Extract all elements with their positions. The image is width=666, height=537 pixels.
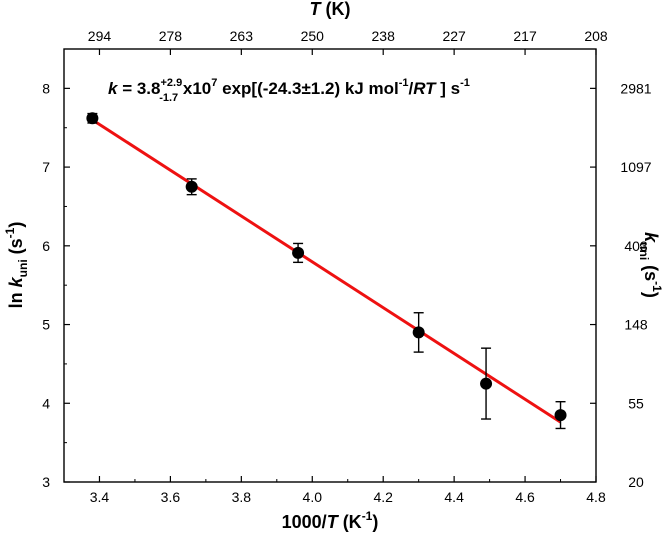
- y-tick-label: 6: [42, 238, 50, 254]
- y-tick-label: 5: [42, 317, 50, 333]
- right-tick-label: 55: [628, 395, 644, 411]
- right-tick-label: 403: [624, 238, 648, 254]
- top-tick-label: 278: [159, 28, 183, 44]
- top-tick-label: 250: [301, 28, 325, 44]
- plot-frame: [63, 48, 597, 483]
- x-tick-label: 3.8: [232, 489, 252, 505]
- y-tick-label: 7: [42, 159, 50, 175]
- top-tick-label: 227: [442, 28, 466, 44]
- tick-labels: 3.4 3.6 3.8 4.0 4.2 4.4 4.6 4.8 294 278 263 250 238 2…: [42, 28, 652, 505]
- fit-line: [91, 118, 562, 424]
- x-tick-label: 4.2: [373, 489, 393, 505]
- x-tick-label: 4.4: [444, 489, 464, 505]
- top-axis-title: T (K): [310, 0, 351, 19]
- data-point: [86, 112, 99, 125]
- data-point: [185, 180, 198, 193]
- x-tick-label: 4.8: [586, 489, 606, 505]
- fit-line-group: [91, 118, 562, 424]
- top-tick-label: 238: [372, 28, 396, 44]
- top-tick-label: 263: [230, 28, 254, 44]
- data-point: [412, 326, 425, 339]
- top-tick-label: 294: [88, 28, 112, 44]
- y-tick-label: 4: [42, 395, 50, 411]
- y-axis-title: ln kuni (s-1): [3, 222, 30, 309]
- data-point: [292, 246, 305, 259]
- x-tick-label: 3.4: [90, 489, 110, 505]
- data-point: [480, 377, 493, 390]
- x-tick-label: 4.6: [515, 489, 535, 505]
- right-tick-label: 20: [628, 474, 644, 490]
- right-tick-label: 1097: [620, 159, 651, 175]
- y-tick-label: 8: [42, 80, 50, 96]
- rate-equation: k = 3.8+2.9 -1.7 x107 exp[(-24.3±1.2) kJ …: [108, 77, 470, 104]
- data-point: [554, 409, 567, 422]
- data-points: [86, 112, 567, 430]
- right-axis-title: kuni (s-1): [637, 232, 664, 298]
- x-axis-title: 1000/T (K-1): [282, 509, 379, 532]
- x-tick-label: 4.0: [303, 489, 323, 505]
- right-tick-label: 2981: [620, 80, 651, 96]
- y-tick-label: 3: [42, 474, 50, 490]
- top-tick-label: 208: [584, 28, 608, 44]
- top-tick-label: 217: [513, 28, 537, 44]
- right-tick-label: 148: [624, 317, 648, 333]
- x-tick-label: 3.6: [161, 489, 181, 505]
- tick-marks: [64, 49, 597, 483]
